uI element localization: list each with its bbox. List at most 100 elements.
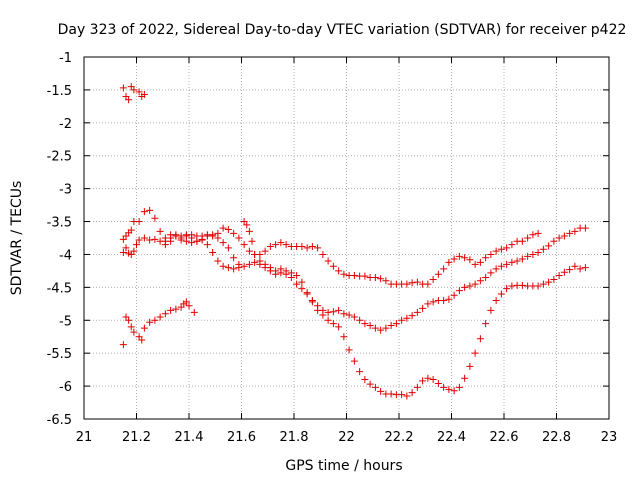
data-point bbox=[382, 277, 390, 285]
data-point bbox=[151, 235, 159, 243]
data-point bbox=[576, 265, 584, 273]
data-point bbox=[245, 260, 253, 268]
data-point bbox=[146, 318, 154, 326]
data-point bbox=[518, 281, 526, 289]
data-point bbox=[482, 254, 490, 262]
data-point bbox=[461, 374, 469, 382]
series-track-e bbox=[161, 218, 589, 334]
data-point bbox=[219, 239, 227, 247]
data-point bbox=[125, 316, 133, 324]
data-point bbox=[240, 241, 248, 249]
data-point bbox=[419, 377, 427, 385]
data-point bbox=[314, 302, 322, 310]
data-point bbox=[119, 341, 127, 349]
data-point bbox=[429, 298, 437, 306]
data-point bbox=[282, 241, 290, 249]
data-point bbox=[555, 272, 563, 280]
data-point bbox=[387, 322, 395, 330]
data-point bbox=[487, 250, 495, 258]
data-point bbox=[324, 316, 332, 324]
data-point bbox=[408, 389, 416, 397]
data-point bbox=[188, 231, 196, 239]
data-point bbox=[529, 231, 537, 239]
data-point bbox=[455, 287, 463, 295]
data-point bbox=[371, 273, 379, 281]
data-point bbox=[424, 374, 432, 382]
data-point bbox=[461, 283, 469, 291]
data-point bbox=[550, 275, 558, 283]
data-point bbox=[277, 265, 285, 273]
data-point bbox=[356, 368, 364, 376]
data-point bbox=[127, 226, 135, 234]
data-point bbox=[503, 260, 511, 268]
series-track-a bbox=[119, 83, 148, 104]
data-point bbox=[560, 232, 568, 240]
data-point bbox=[566, 266, 574, 274]
data-point bbox=[350, 313, 358, 321]
data-point bbox=[308, 297, 316, 305]
data-point bbox=[185, 302, 193, 310]
y-tick-label: -1 bbox=[59, 51, 72, 66]
data-point bbox=[140, 234, 148, 242]
data-point bbox=[261, 260, 269, 268]
data-point bbox=[377, 275, 385, 283]
y-tick-label: -2.5 bbox=[47, 150, 72, 165]
data-point bbox=[156, 313, 164, 321]
data-point bbox=[214, 257, 222, 265]
data-point bbox=[167, 237, 175, 245]
data-point bbox=[508, 241, 516, 249]
data-point bbox=[581, 224, 589, 232]
x-tick-label: 21.4 bbox=[175, 430, 204, 445]
data-point bbox=[119, 84, 127, 92]
data-point bbox=[133, 241, 140, 249]
data-point bbox=[193, 237, 201, 245]
data-point bbox=[230, 254, 238, 262]
data-point bbox=[581, 264, 589, 272]
data-point bbox=[230, 229, 238, 237]
data-point bbox=[413, 383, 421, 391]
data-point bbox=[198, 235, 206, 243]
data-point bbox=[182, 237, 190, 245]
y-axis-label: SDTVAR / TECUs bbox=[9, 181, 25, 296]
data-point bbox=[424, 280, 432, 288]
data-point bbox=[140, 324, 148, 332]
y-tick-label: -4.5 bbox=[47, 281, 72, 296]
x-tick-label: 21.6 bbox=[227, 430, 256, 445]
data-point bbox=[377, 387, 385, 395]
data-point bbox=[240, 262, 248, 270]
data-point bbox=[151, 214, 159, 222]
data-point bbox=[156, 227, 164, 235]
data-point bbox=[497, 245, 505, 253]
data-point bbox=[392, 320, 400, 328]
data-point bbox=[466, 282, 474, 290]
data-point bbox=[161, 234, 169, 242]
data-point bbox=[319, 306, 327, 314]
data-point bbox=[492, 265, 500, 273]
chart-title: Day 323 of 2022, Sidereal Day-to-day VTE… bbox=[58, 22, 627, 38]
data-point bbox=[534, 282, 542, 290]
axis-ticks: 21 21.2 21.4 21.6 21.8 22 22.2 22.4 22.6 22.8 23 -1… bbox=[47, 51, 618, 445]
x-axis-label: GPS time / hours bbox=[285, 458, 402, 474]
data-point bbox=[130, 247, 138, 255]
data-point bbox=[324, 308, 332, 316]
data-point bbox=[429, 275, 437, 283]
data-point bbox=[403, 392, 411, 400]
y-tick-label: -1.5 bbox=[47, 84, 72, 99]
data-point bbox=[125, 96, 133, 104]
data-point bbox=[127, 323, 135, 331]
data-point bbox=[545, 242, 553, 250]
data-point bbox=[440, 383, 448, 391]
grid-lines bbox=[84, 57, 609, 419]
data-point bbox=[209, 232, 217, 240]
data-point bbox=[230, 265, 238, 273]
series-track-c bbox=[119, 206, 542, 288]
data-point bbox=[492, 247, 500, 255]
data-point bbox=[487, 306, 495, 314]
data-point bbox=[445, 258, 453, 266]
data-point bbox=[466, 362, 474, 370]
y-tick-label: -6 bbox=[59, 380, 72, 395]
data-point bbox=[122, 244, 130, 252]
data-point bbox=[455, 383, 463, 391]
series-track-d bbox=[119, 298, 198, 349]
